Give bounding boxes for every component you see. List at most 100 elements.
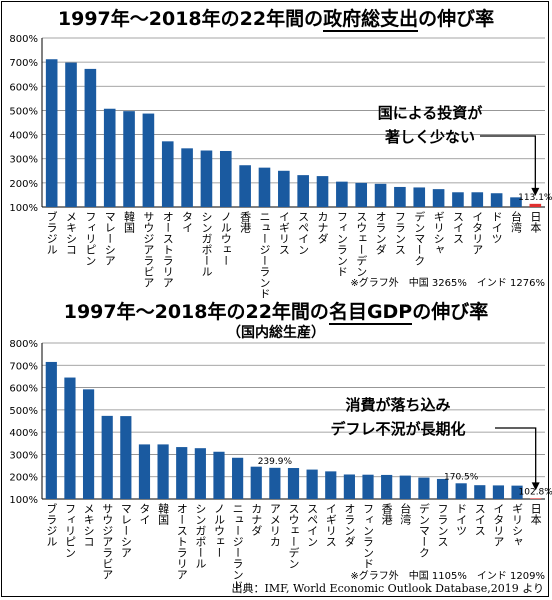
bar-韓国 <box>123 111 135 207</box>
x-tick-label: タイ <box>138 503 151 525</box>
bar-ブラジル <box>45 361 57 499</box>
x-tick-label: イタリア <box>471 211 484 255</box>
x-tick-label: フランス <box>393 211 406 255</box>
x-tick-label: 日本 <box>529 503 542 526</box>
y-tick-label: 400% <box>9 428 38 439</box>
chart1-title: 1997年～2018年の22年間の政府総支出の伸び率 <box>57 8 495 32</box>
x-tick-label: 香港 <box>239 211 252 233</box>
bar-ドイツ <box>490 193 503 207</box>
bar-イタリア <box>471 192 484 207</box>
x-tick-label: スイス <box>451 211 464 244</box>
annotation-line: 消費が落ち込み <box>345 396 450 414</box>
annotation-arrow <box>495 427 537 487</box>
bar-カナダ <box>316 176 329 207</box>
bar-オランダ <box>374 183 387 207</box>
bar-香港 <box>239 165 251 207</box>
chart2-svg: 100% 200% 300% 400% 500% 600% 700% 800% ブラジル フィリピ… <box>9 339 552 591</box>
annotation-arrowhead <box>531 482 540 491</box>
x-tick-label: 韓国 <box>157 503 170 526</box>
bar-デンマーク <box>413 187 426 207</box>
x-tick-label: メキシコ <box>65 211 78 255</box>
x-tick-label: メキシコ <box>82 503 95 547</box>
bar-台湾 <box>399 475 411 499</box>
bar-オーストラリア <box>161 141 174 207</box>
bar-フィリピン <box>64 377 76 499</box>
y-tick-label: 100% <box>9 495 38 506</box>
x-tick-label: イギリス <box>324 503 337 547</box>
y-tick-label: 200% <box>9 179 38 190</box>
y-tick-label: 300% <box>9 450 38 461</box>
x-tick-label: イギリス <box>277 211 290 255</box>
y-tick-label: 700% <box>9 58 38 69</box>
bar-フランス <box>436 478 449 499</box>
x-tick-label: カナダ <box>316 211 329 244</box>
bar-ニュージーランド <box>232 457 244 499</box>
x-tick-label: スウェーデン <box>287 503 300 569</box>
y-tick-label: 600% <box>9 82 38 93</box>
bar-ノルウェー <box>213 451 225 499</box>
x-tick-label: サウジアラビア <box>142 211 155 288</box>
annotation-arrow <box>480 135 536 192</box>
annotation-line: デフレ不況が長期化 <box>330 420 465 438</box>
bar-オーストラリア <box>176 447 188 499</box>
x-tick-label: タイ <box>181 211 194 233</box>
y-tick-label: 200% <box>9 473 38 484</box>
annotation-arrowhead <box>531 187 540 196</box>
chart1-svg: 100% 200% 300% 400% 500% 600% 700% 800% ブラジル メキシコ… <box>9 34 552 299</box>
bar-オランダ <box>343 474 355 499</box>
x-tick-label: カナダ <box>250 503 263 536</box>
x-tick-label: 台湾 <box>509 210 522 234</box>
chart2-subtitle: （国内総生産） <box>227 325 325 341</box>
x-tick-label: ノルウェー <box>212 503 225 558</box>
bar-フィリピン <box>84 68 97 207</box>
bar-フランス <box>394 186 406 207</box>
x-tick-label: シンガポール <box>194 503 207 569</box>
x-tick-label: 台湾 <box>399 502 412 526</box>
bar-タイ <box>138 444 151 499</box>
x-tick-label: アメリカ <box>268 503 281 547</box>
x-tick-label: フィリピン <box>84 211 97 266</box>
footnote: ※グラフ外 中国 3265% インド 1276% <box>350 276 545 289</box>
x-tick-label: ニュージーランド <box>231 503 244 591</box>
x-tick-label: デンマーク <box>413 210 426 266</box>
bar-スイス <box>452 192 464 207</box>
bar-アメリカ <box>269 467 281 499</box>
x-tick-label: イタリア <box>492 503 505 547</box>
x-tick-label: ノルウェー <box>219 211 232 266</box>
x-tick-label: マレーシア <box>119 503 132 558</box>
bar-韓国 <box>157 444 169 499</box>
bar-スウェーデン <box>287 468 300 499</box>
x-tick-label: フィリピン <box>63 503 76 558</box>
bar-メキシコ <box>65 62 77 207</box>
x-tick-label: ドイツ <box>490 211 503 244</box>
x-tick-label: シンガポール <box>200 211 213 277</box>
y-tick-label: 800% <box>9 34 38 45</box>
x-tick-label: マレーシア <box>103 211 116 266</box>
bar-サウジアラビア <box>142 113 155 207</box>
x-tick-label: ギリシャ <box>432 211 445 255</box>
x-tick-label: ブラジル <box>45 502 58 547</box>
bar-ギリシャ <box>511 485 523 499</box>
x-tick-label: スペイン <box>306 503 319 547</box>
x-tick-label: スペイン <box>297 211 310 255</box>
bar-ノルウェー <box>219 150 232 207</box>
x-tick-label: フィンランド <box>362 503 375 569</box>
y-tick-label: 800% <box>9 339 38 350</box>
x-tick-label: ニュージーランド <box>258 211 271 299</box>
bar-日本 <box>530 498 542 499</box>
bar-マレーシア <box>120 416 132 499</box>
x-tick-label: オランダ <box>343 503 356 547</box>
bar-ブラジル <box>45 59 58 208</box>
bar-スペイン <box>306 469 318 499</box>
bar-シンガポール <box>194 448 206 499</box>
data-label: 102.8% <box>519 487 552 497</box>
bar-ニュージーランド <box>258 167 271 207</box>
bar-フィンランド <box>362 474 374 499</box>
y-tick-label: 600% <box>9 384 38 395</box>
bar-イギリス <box>278 170 290 207</box>
chart2-title-emphasis: 名目GDP <box>328 301 413 325</box>
bar-ドイツ <box>455 483 467 499</box>
bar-メキシコ <box>82 389 95 499</box>
x-tick-label: スイス <box>473 503 486 536</box>
x-tick-label: フランス <box>436 503 449 547</box>
